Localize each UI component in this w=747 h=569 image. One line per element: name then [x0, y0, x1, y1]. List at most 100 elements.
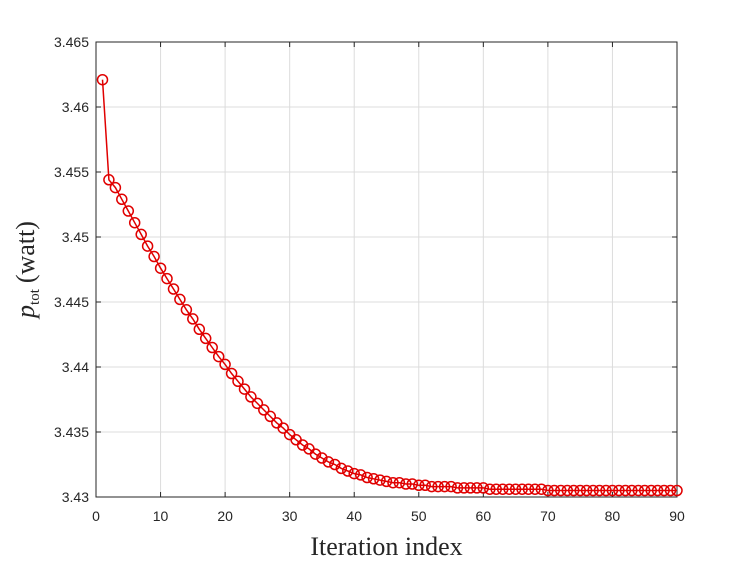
data-point [490, 483, 502, 495]
data-point [109, 181, 122, 194]
data-point [419, 479, 431, 492]
data-point [387, 476, 399, 489]
data-point [367, 473, 380, 485]
x-tick-label: 20 [217, 508, 233, 524]
x-tick-label: 40 [346, 508, 362, 524]
x-tick-label: 50 [411, 508, 427, 524]
data-point [161, 272, 173, 285]
x-tick-label: 90 [669, 508, 685, 524]
x-tick-label: 60 [476, 508, 492, 524]
grid-lines [96, 42, 677, 497]
data-point [148, 250, 160, 263]
data-point [432, 480, 444, 493]
data-point [219, 358, 231, 371]
data-point [374, 474, 386, 486]
data-point [393, 476, 406, 489]
y-axis-label-subscript: tot [27, 288, 43, 305]
y-tick-label: 3.44 [62, 359, 89, 375]
data-point [645, 484, 657, 497]
data-point [593, 484, 606, 497]
data-point [600, 484, 612, 497]
data-point [238, 383, 251, 395]
data-point [135, 228, 147, 241]
data-point [496, 483, 509, 495]
data-point [277, 422, 289, 434]
y-axis-label: ptot (watt) [11, 221, 43, 320]
data-point [329, 458, 341, 471]
data-point [167, 283, 180, 295]
y-tick-label: 3.435 [54, 424, 89, 440]
data-point [626, 484, 638, 497]
data-point [335, 462, 348, 475]
data-point [141, 240, 154, 252]
data-point [574, 484, 586, 497]
data-point [503, 483, 515, 495]
data-point [103, 174, 115, 186]
data-point [354, 469, 367, 481]
data-point [180, 304, 193, 316]
data-point [658, 484, 670, 497]
data-point [251, 397, 264, 410]
data-point [128, 216, 141, 229]
series-markers [96, 73, 683, 497]
data-point [555, 484, 567, 497]
data-point [561, 484, 574, 497]
data-point [567, 484, 580, 497]
x-tick-label: 10 [153, 508, 169, 524]
data-point [187, 313, 199, 325]
data-point [296, 439, 309, 451]
data-point [619, 484, 632, 497]
data-point [232, 375, 244, 388]
data-point [651, 484, 664, 497]
x-tick-label: 0 [92, 508, 100, 524]
data-point [471, 482, 483, 494]
y-tick-label: 3.445 [54, 294, 89, 310]
data-point [425, 480, 438, 493]
y-axis-label-unit: (watt) [11, 221, 40, 283]
data-point [199, 332, 212, 345]
data-point [245, 391, 257, 403]
data-point [380, 475, 393, 488]
plot-frame [95, 41, 678, 498]
data-point [484, 483, 496, 495]
series-line [101, 79, 677, 492]
data-point [361, 471, 373, 484]
data-point [309, 448, 322, 460]
axis-ticks [95, 41, 678, 498]
y-axis-label-symbol: p [11, 305, 40, 320]
data-point [174, 293, 186, 306]
data-point [606, 484, 619, 497]
data-point [413, 479, 425, 492]
data-point [258, 404, 270, 416]
x-tick-label: 80 [605, 508, 621, 524]
data-point [664, 484, 677, 497]
data-point [477, 482, 490, 494]
y-tick-label: 3.455 [54, 164, 89, 180]
data-point [542, 484, 554, 497]
data-point [580, 484, 593, 497]
data-point [116, 193, 128, 206]
data-point [535, 483, 548, 495]
y-tick-label: 3.45 [62, 229, 89, 245]
data-point [671, 484, 683, 497]
data-point [154, 262, 167, 274]
y-tick-label: 3.46 [62, 99, 89, 115]
data-point [122, 205, 135, 217]
data-point [522, 483, 535, 495]
data-point [516, 483, 528, 495]
data-point [458, 482, 470, 494]
data-point [632, 484, 645, 497]
y-tick-label: 3.43 [62, 489, 89, 505]
data-point [342, 465, 354, 477]
data-point [451, 482, 464, 494]
data-point [529, 483, 541, 495]
data-point [438, 480, 451, 493]
data-point [509, 483, 522, 495]
data-point [548, 484, 561, 497]
data-point [316, 452, 328, 464]
data-point [206, 341, 218, 354]
data-point [464, 482, 477, 494]
data-point [96, 73, 109, 86]
x-axis-label: Iteration index [310, 532, 462, 561]
